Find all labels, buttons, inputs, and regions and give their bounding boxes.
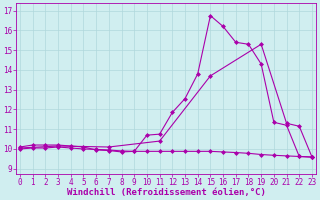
X-axis label: Windchill (Refroidissement éolien,°C): Windchill (Refroidissement éolien,°C)	[67, 188, 265, 197]
